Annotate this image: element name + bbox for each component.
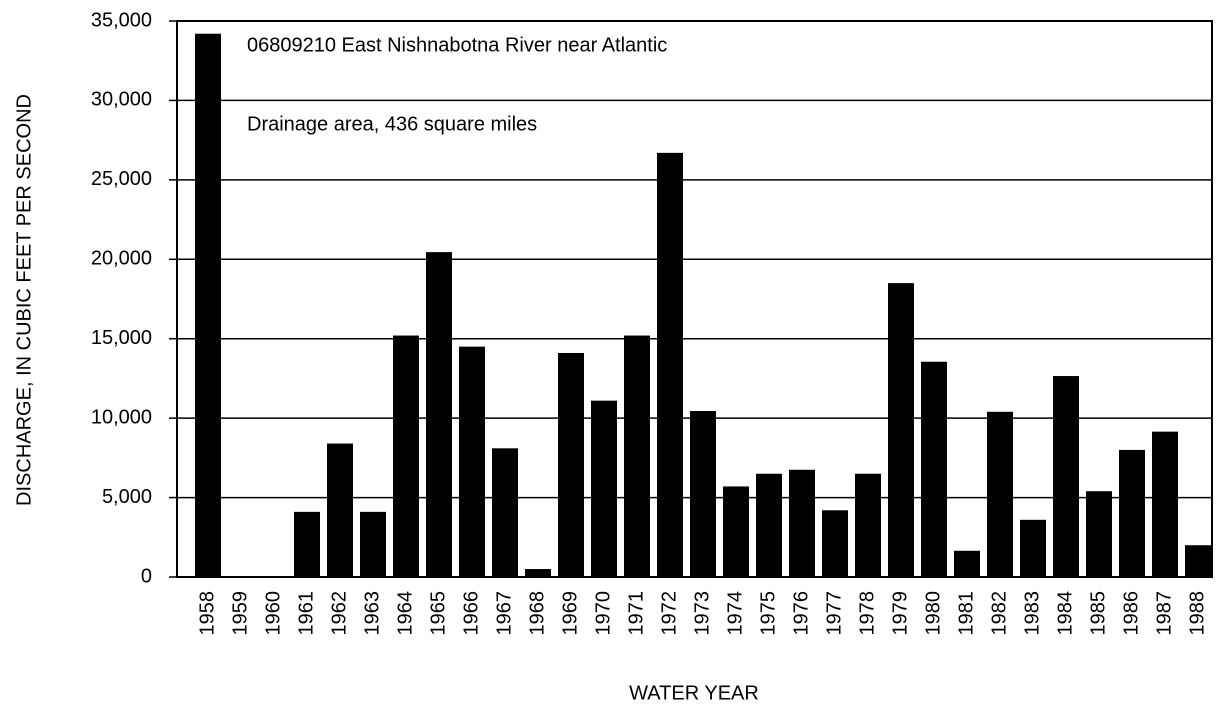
- x-tick-label: 1972: [658, 591, 680, 636]
- bar: [1185, 545, 1211, 577]
- bar: [690, 410, 716, 577]
- x-tick-label: 1966: [460, 591, 482, 636]
- bar: [921, 361, 947, 577]
- x-tick-label: 1960: [262, 591, 284, 636]
- bar: [657, 152, 683, 577]
- bar: [1053, 376, 1079, 577]
- bar: [1119, 449, 1145, 577]
- bar: [723, 486, 749, 577]
- x-tick-label: 1981: [955, 591, 977, 636]
- x-tick-label: 1987: [1153, 591, 1175, 636]
- x-tick-label: 1967: [493, 591, 515, 636]
- x-tick-label: 1979: [889, 591, 911, 636]
- y-tick-label: 30,000: [91, 89, 152, 111]
- y-tick-label: 35,000: [91, 9, 152, 31]
- y-tick-label: 0: [141, 565, 152, 587]
- y-tick-label: 25,000: [91, 168, 152, 190]
- bar: [558, 353, 584, 577]
- x-tick-label: 1968: [526, 591, 548, 636]
- x-tick-label: 1962: [328, 591, 350, 636]
- bar: [1020, 519, 1046, 577]
- bar: [459, 346, 485, 577]
- bar: [624, 335, 650, 577]
- bar: [492, 448, 518, 577]
- bar: [822, 510, 848, 577]
- x-tick-label: 1983: [1021, 591, 1043, 636]
- x-tick-label: 1985: [1087, 591, 1109, 636]
- x-tick-label: 1963: [361, 591, 383, 636]
- x-axis-label: WATER YEAR: [629, 682, 759, 704]
- bar: [525, 569, 551, 577]
- bar: [789, 469, 815, 577]
- x-tick-label: 1986: [1120, 591, 1142, 636]
- x-tick-label: 1974: [724, 591, 746, 636]
- bar: [327, 443, 353, 577]
- y-tick-label: 5,000: [102, 486, 152, 508]
- x-tick-label: 1978: [856, 591, 878, 636]
- x-tick-label: 1975: [757, 591, 779, 636]
- x-tick-label: 1982: [988, 591, 1010, 636]
- y-tick-label: 10,000: [91, 406, 152, 428]
- bar: [393, 335, 419, 577]
- y-tick-label: 20,000: [91, 248, 152, 270]
- y-tick-label: 15,000: [91, 327, 152, 349]
- bar: [954, 550, 980, 577]
- x-tick-label: 1959: [229, 591, 251, 636]
- x-tick-label: 1969: [559, 591, 581, 636]
- bar: [426, 252, 452, 577]
- bar: [1152, 431, 1178, 577]
- annotation: 06809210 East Nishnabotna River near Atl…: [247, 34, 667, 56]
- x-tick-label: 1964: [394, 591, 416, 636]
- x-tick-label: 1961: [295, 591, 317, 636]
- bar: [888, 283, 914, 577]
- x-tick-label: 1958: [196, 591, 218, 636]
- x-tick-label: 1976: [790, 591, 812, 636]
- bar: [987, 411, 1013, 577]
- annotation: Drainage area, 436 square miles: [247, 113, 537, 135]
- bar: [855, 473, 881, 577]
- bar: [1086, 491, 1112, 577]
- x-tick-label: 1977: [823, 591, 845, 636]
- x-tick-label: 1970: [592, 591, 614, 636]
- x-tick-label: 1971: [625, 591, 647, 636]
- x-tick-label: 1980: [922, 591, 944, 636]
- bar: [756, 473, 782, 577]
- x-tick-label: 1973: [691, 591, 713, 636]
- x-tick-label: 1988: [1186, 591, 1208, 636]
- x-tick-label: 1965: [427, 591, 449, 636]
- bar: [591, 400, 617, 577]
- x-tick-label: 1984: [1054, 591, 1076, 636]
- bar: [195, 33, 221, 578]
- y-axis-label: DISCHARGE, IN CUBIC FEET PER SECOND: [13, 94, 35, 506]
- bar: [294, 511, 320, 577]
- bar: [360, 511, 386, 577]
